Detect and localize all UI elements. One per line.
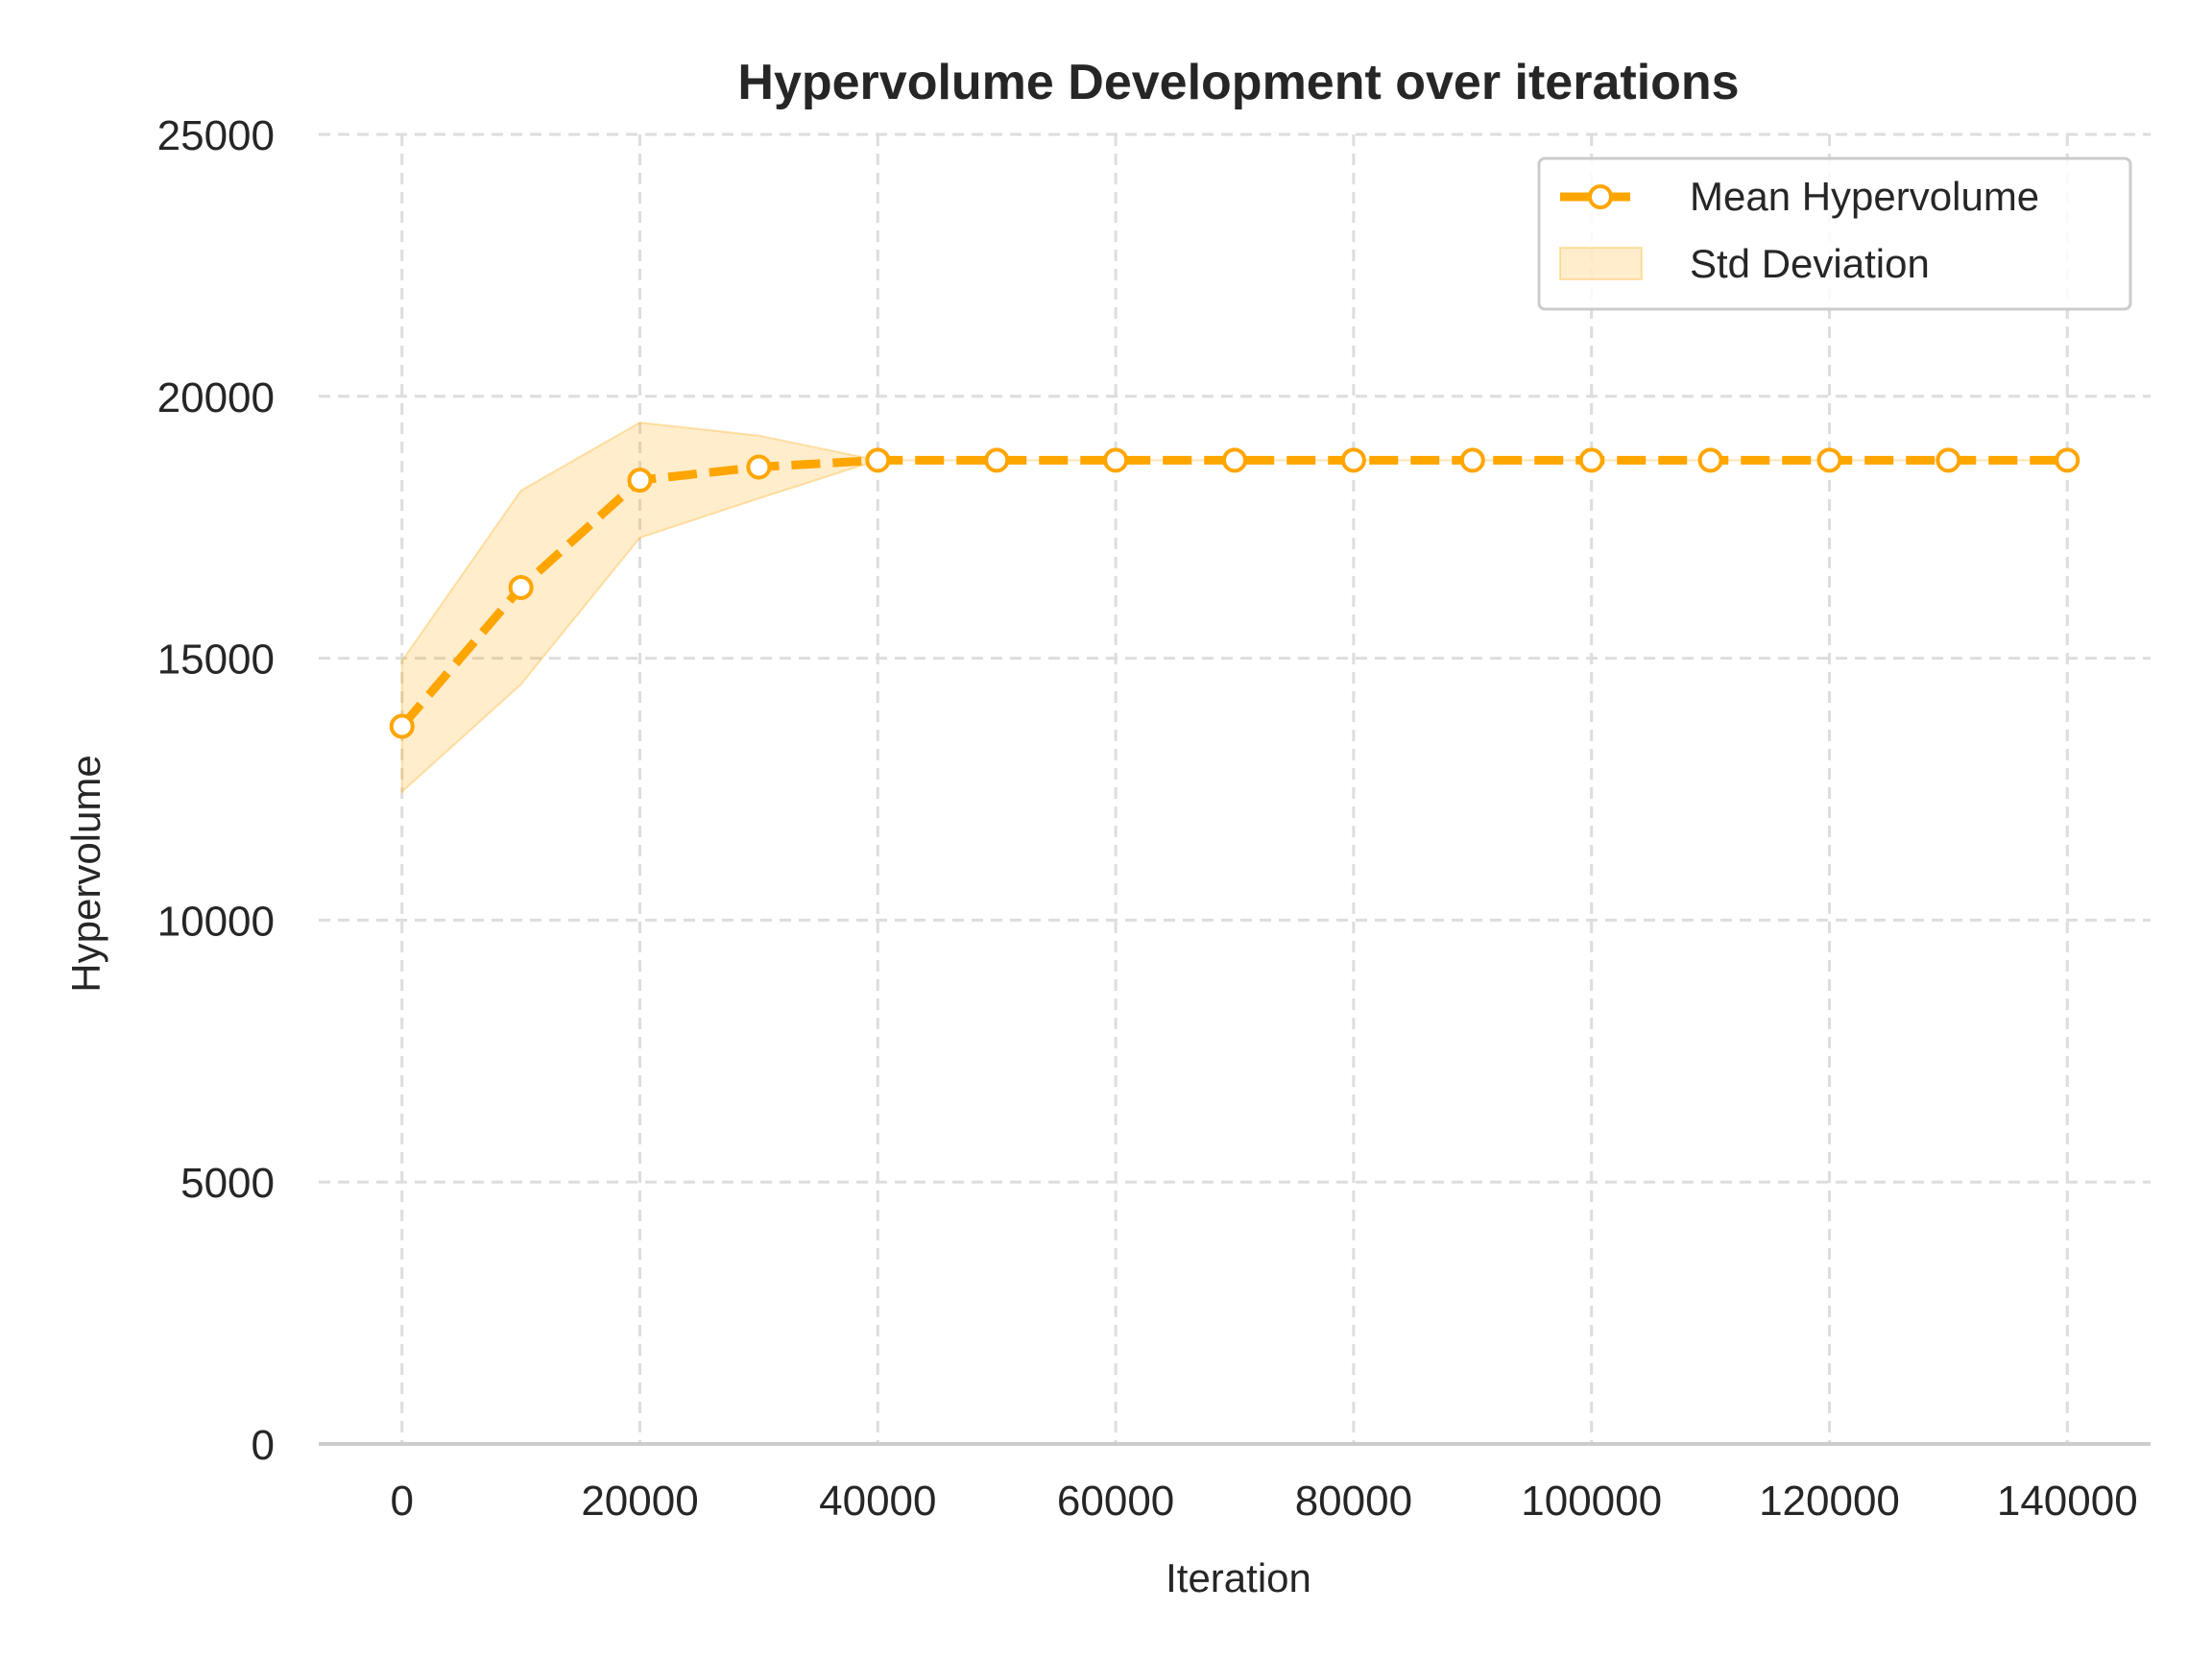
y-tick-label: 20000 — [157, 374, 275, 421]
data-point — [1816, 447, 1842, 473]
data-point — [1459, 447, 1485, 473]
x-tick-label: 60000 — [1057, 1478, 1174, 1525]
chart-title: Hypervolume Development over iterations — [737, 55, 1739, 110]
y-axis-label: Hypervolume — [63, 755, 108, 992]
x-tick-labels: 0 20000 40000 60000 80000 100000 120000 140000 — [390, 1478, 2137, 1525]
data-point — [1697, 447, 1723, 473]
data-point — [984, 447, 1010, 473]
y-tick-label: 15000 — [157, 637, 275, 684]
legend: Mean Hypervolume Std Deviation — [1537, 156, 2132, 311]
legend-mean-marker-swatch — [1588, 184, 1613, 209]
x-tick-label: 100000 — [1521, 1478, 1662, 1525]
data-point-markers — [389, 447, 2080, 739]
data-point — [1936, 447, 1961, 473]
x-tick-label: 20000 — [581, 1478, 698, 1525]
data-point — [865, 447, 891, 473]
legend-label-mean: Mean Hypervolume — [1690, 174, 2039, 219]
data-point — [627, 468, 653, 493]
data-point — [1340, 447, 1366, 473]
legend-label-std: Std Deviation — [1690, 241, 1930, 286]
y-tick-labels: 0 5000 10000 15000 20000 25000 — [157, 112, 275, 1469]
x-tick-label: 0 — [390, 1478, 413, 1525]
y-tick-label: 10000 — [157, 898, 275, 945]
data-point — [1222, 447, 1247, 473]
y-tick-label: 25000 — [157, 112, 275, 159]
y-tick-label: 0 — [252, 1422, 275, 1469]
data-point — [1103, 447, 1129, 473]
x-tick-label: 80000 — [1295, 1478, 1412, 1525]
data-point — [2055, 447, 2080, 473]
legend-frame — [1537, 156, 2132, 311]
data-point — [1578, 447, 1604, 473]
data-point — [389, 713, 415, 739]
x-tick-label: 140000 — [1997, 1478, 2138, 1525]
grid — [319, 132, 2151, 1444]
data-point — [746, 454, 772, 480]
data-point — [508, 574, 534, 600]
x-axis-label: Iteration — [1166, 1555, 1311, 1600]
x-tick-label: 40000 — [819, 1478, 936, 1525]
x-tick-label: 120000 — [1759, 1478, 1900, 1525]
mean-hypervolume-line — [398, 455, 2068, 730]
legend-std-swatch — [1559, 247, 1643, 280]
y-tick-label: 5000 — [180, 1160, 275, 1207]
